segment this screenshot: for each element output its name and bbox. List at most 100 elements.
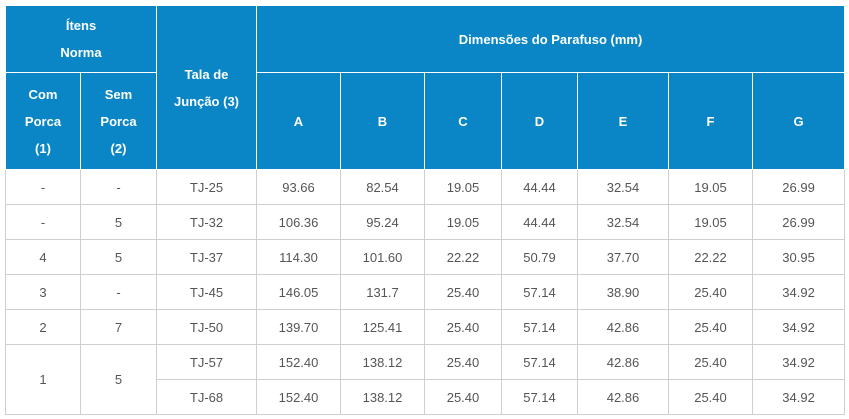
itens-label: Ítens: [65, 18, 97, 33]
tala-label-line2: Junção (3): [173, 93, 239, 109]
dim-g-cell: 26.99: [751, 169, 846, 205]
dim-a-cell: 114.30: [256, 239, 341, 275]
com-porca-cell: 2: [5, 309, 81, 345]
dim-c-cell: 22.22: [424, 239, 502, 275]
com-porca-cell: 3: [5, 274, 81, 310]
sem-porca-cell: -: [80, 169, 157, 205]
sem-porca-cell: -: [80, 274, 157, 310]
dim-a-cell: 152.40: [256, 344, 341, 380]
table-row: 1 5 TJ-57 152.40 138.12 25.40 57.14 42.8…: [5, 344, 846, 415]
table-row: 3 - TJ-45 146.05 131.7 25.40 57.14 38.90…: [5, 274, 846, 310]
dim-b-cell: 95.24: [340, 204, 425, 240]
dim-b-cell: 138.12: [340, 344, 425, 380]
dim-g-cell: 34.92: [751, 344, 846, 380]
dim-b-cell: 138.12: [340, 379, 425, 415]
sem-porca-cell: 5: [80, 239, 157, 275]
header-row-top: Ítens Norma Tala de Junção (3) Dimensões…: [5, 5, 846, 170]
dim-b-cell: 131.7: [340, 274, 425, 310]
dim-c-cell: 25.40: [424, 379, 502, 415]
dim-c-cell: 25.40: [424, 309, 502, 345]
dim-e-cell: 42.86: [577, 379, 669, 415]
dim-a-cell: 106.36: [256, 204, 341, 240]
sem-porca-line1: Sem: [104, 86, 133, 102]
dim-e-cell: 38.90: [577, 274, 669, 310]
dim-f-cell: 25.40: [668, 379, 753, 415]
sem-porca-line3: (2): [110, 140, 127, 156]
com-porca-cell: -: [5, 204, 81, 240]
tala-cell: TJ-32: [156, 204, 257, 240]
dim-d-cell: 57.14: [501, 309, 578, 345]
com-porca-cell: -: [5, 169, 81, 205]
dim-b-cell: 82.54: [340, 169, 425, 205]
dim-b-header: B: [340, 72, 425, 170]
tala-cell: TJ-57: [156, 344, 257, 380]
dim-d-cell: 57.14: [501, 274, 578, 310]
dim-f-cell: 25.40: [668, 309, 753, 345]
dim-g-cell: 34.92: [751, 274, 846, 310]
sem-porca-cell: 5: [80, 344, 157, 415]
tala-label-line1: Tala de: [184, 66, 229, 82]
dim-f-cell: 19.05: [668, 204, 753, 240]
dim-e-cell: 32.54: [577, 204, 669, 240]
dim-f-cell: 22.22: [668, 239, 753, 275]
dim-a-cell: 146.05: [256, 274, 341, 310]
com-porca-line1: Com: [28, 86, 58, 102]
sem-porca-cell: 5: [80, 204, 157, 240]
dim-c-header: C: [424, 72, 502, 170]
dim-e-cell: 37.70: [577, 239, 669, 275]
dim-e-cell: 42.86: [577, 309, 669, 345]
dim-f-cell: 19.05: [668, 169, 753, 205]
dim-c-cell: 25.40: [424, 344, 502, 380]
dim-d-cell: 57.14: [501, 379, 578, 415]
dim-d-cell: 44.44: [501, 169, 578, 205]
dim-d-cell: 57.14: [501, 344, 578, 380]
table-body: - - TJ-25 93.66 82.54 19.05 44.44 32.54 …: [5, 169, 846, 415]
dim-d-header: D: [501, 72, 578, 170]
header-row-bottom: Com Porca (1) Sem Porca (2) A B C D E F …: [5, 72, 846, 170]
dim-g-cell: 30.95: [751, 239, 846, 275]
dim-e-header: E: [577, 72, 669, 170]
dim-g-cell: 34.92: [751, 379, 846, 415]
tala-cell: TJ-50: [156, 309, 257, 345]
dim-f-cell: 25.40: [668, 274, 753, 310]
com-porca-cell: 1: [5, 344, 81, 415]
com-porca-line3: (1): [35, 140, 51, 156]
tala-cell: TJ-45: [156, 274, 257, 310]
dim-d-cell: 50.79: [501, 239, 578, 275]
dim-a-cell: 139.70: [256, 309, 341, 345]
dim-c-cell: 25.40: [424, 274, 502, 310]
dim-d-cell: 44.44: [501, 204, 578, 240]
sem-porca-header: Sem Porca (2): [80, 72, 157, 170]
norma-label: Norma: [60, 45, 102, 60]
com-porca-header: Com Porca (1): [5, 72, 81, 170]
itens-norma-header: Ítens Norma: [5, 5, 157, 73]
dim-f-header: F: [668, 72, 753, 170]
bolt-dimensions-table: Ítens Norma Tala de Junção (3) Dimensões…: [5, 5, 846, 415]
dim-a-header: A: [256, 72, 341, 170]
dim-g-header: G: [751, 72, 846, 170]
dim-f-cell: 25.40: [668, 344, 753, 380]
com-porca-line2: Porca: [24, 113, 62, 129]
tala-cell: TJ-68: [156, 379, 257, 415]
dim-e-cell: 42.86: [577, 344, 669, 380]
dimensoes-header: Dimensões do Parafuso (mm): [255, 5, 846, 73]
table-row: 4 5 TJ-37 114.30 101.60 22.22 50.79 37.7…: [5, 239, 846, 275]
sem-porca-line2: Porca: [100, 113, 137, 129]
table-row: - 5 TJ-32 106.36 95.24 19.05 44.44 32.54…: [5, 204, 846, 240]
tala-cell: TJ-37: [156, 239, 257, 275]
dim-b-cell: 101.60: [340, 239, 425, 275]
dim-g-cell: 34.92: [751, 309, 846, 345]
table-row: 2 7 TJ-50 139.70 125.41 25.40 57.14 42.8…: [5, 309, 846, 345]
dim-b-cell: 125.41: [340, 309, 425, 345]
dim-e-cell: 32.54: [577, 169, 669, 205]
dim-c-cell: 19.05: [424, 169, 502, 205]
com-porca-cell: 4: [5, 239, 81, 275]
table-row: TJ-68 152.40 138.12 25.40 57.14 42.86 25…: [6, 379, 846, 415]
dim-a-cell: 152.40: [256, 379, 341, 415]
dim-g-cell: 26.99: [751, 204, 846, 240]
table-row: - - TJ-25 93.66 82.54 19.05 44.44 32.54 …: [5, 169, 846, 205]
tala-cell: TJ-25: [156, 169, 257, 205]
sem-porca-cell: 7: [80, 309, 157, 345]
dim-c-cell: 19.05: [424, 204, 502, 240]
tala-header: Tala de Junção (3): [156, 5, 257, 170]
